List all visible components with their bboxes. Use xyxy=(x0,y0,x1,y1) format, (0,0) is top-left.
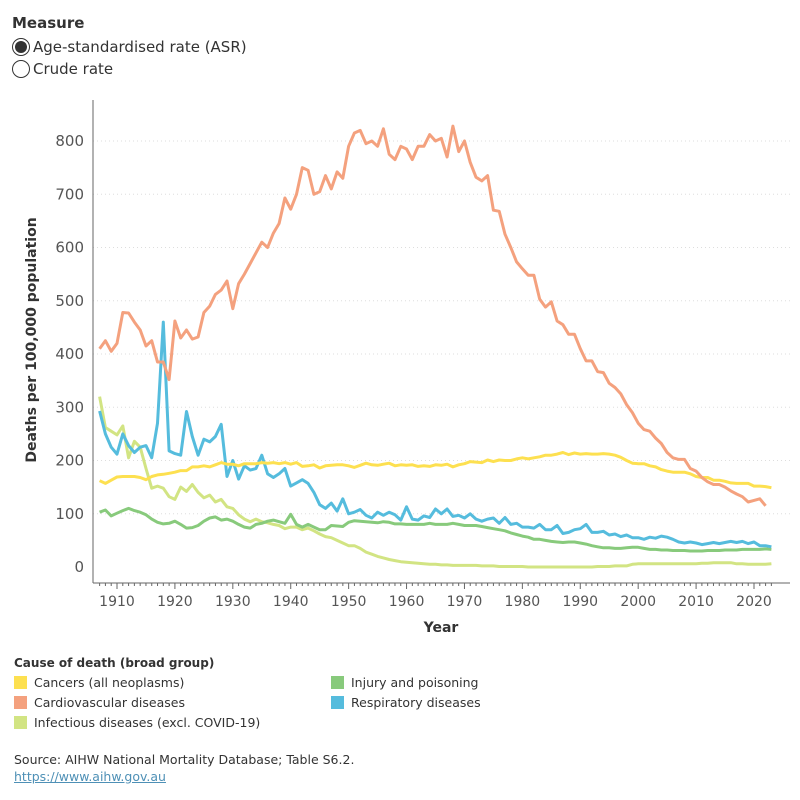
x-tick-label: 1920 xyxy=(157,594,193,610)
x-tick-label: 1950 xyxy=(331,594,367,610)
legend-label: Infectious diseases (excl. COVID-19) xyxy=(34,715,261,730)
legend-swatch xyxy=(331,676,344,689)
legend-label: Cancers (all neoplasms) xyxy=(34,675,185,690)
radio-selected-icon xyxy=(12,38,30,56)
series-line-injury-and-poisoning[interactable] xyxy=(99,506,772,553)
legend-item-cardiovascular[interactable]: Cardiovascular diseases xyxy=(14,695,185,710)
x-tick-label: 1970 xyxy=(447,594,483,610)
legend-item-injury[interactable]: Injury and poisoning xyxy=(331,675,478,690)
source-note: Source: AIHW National Mortality Database… xyxy=(14,752,355,767)
series-line-respiratory-diseases[interactable] xyxy=(98,320,772,549)
legend-label: Injury and poisoning xyxy=(351,675,479,690)
y-tick-label: 300 xyxy=(55,398,84,416)
legend-swatch xyxy=(331,696,344,709)
radio-label-asr: Age-standardised rate (ASR) xyxy=(33,38,247,56)
aihw-link[interactable]: https://www.aihw.gov.au xyxy=(14,769,166,784)
legend-item-infectious[interactable]: Infectious diseases (excl. COVID-19) xyxy=(14,715,260,730)
measure-title: Measure xyxy=(12,14,85,32)
y-tick-label: 400 xyxy=(55,345,84,363)
y-tick-label: 500 xyxy=(55,292,84,310)
legend-item-cancers[interactable]: Cancers (all neoplasms) xyxy=(14,675,184,690)
series-lines xyxy=(98,124,772,569)
radio-label-crude: Crude rate xyxy=(33,60,114,78)
x-tick-label: 1910 xyxy=(99,594,135,610)
gridlines xyxy=(93,140,790,515)
x-axis-label: Year xyxy=(423,620,459,636)
legend-item-respiratory[interactable]: Respiratory diseases xyxy=(331,695,481,710)
x-tick-label: 1930 xyxy=(215,594,251,610)
y-axis-label: Deaths per 100,000 population xyxy=(24,217,40,462)
series-line-infectious-diseases-excl-covid[interactable] xyxy=(98,396,772,569)
y-tick-label: 700 xyxy=(55,185,84,203)
y-tick-label: 0 xyxy=(74,558,84,576)
legend-swatch xyxy=(14,716,27,729)
y-tick-label: 200 xyxy=(55,452,84,470)
y-tick-label: 800 xyxy=(55,132,84,150)
legend-swatch xyxy=(14,676,27,689)
radio-asr[interactable]: Age-standardised rate (ASR) xyxy=(12,38,247,56)
series-line-cardiovascular-diseases[interactable] xyxy=(98,124,767,507)
x-axis-ticks: 1910 1920 1930 1940 1950 1960 1970 1980 1990 2000… xyxy=(99,583,772,610)
x-tick-label: 2010 xyxy=(678,594,714,610)
x-tick-label: 1990 xyxy=(562,594,598,610)
y-axis-ticks: 0 100 200 300 400 500 600 700 800 xyxy=(55,132,84,576)
legend-label: Cardiovascular diseases xyxy=(34,695,185,710)
y-tick-label: 100 xyxy=(55,505,84,523)
x-tick-label: 1940 xyxy=(273,594,309,610)
x-tick-label: 2000 xyxy=(620,594,656,610)
radio-crude[interactable]: Crude rate xyxy=(12,60,113,78)
x-tick-label: 1960 xyxy=(389,594,425,610)
x-tick-label: 2020 xyxy=(736,594,772,610)
radio-unselected-icon xyxy=(12,60,30,78)
legend-swatch xyxy=(14,696,27,709)
series-line-cancers-all-neoplasms[interactable] xyxy=(98,451,772,490)
legend-label: Respiratory diseases xyxy=(351,695,481,710)
x-tick-label: 1980 xyxy=(505,594,541,610)
y-tick-label: 600 xyxy=(55,239,84,257)
legend-title: Cause of death (broad group) xyxy=(14,656,215,670)
